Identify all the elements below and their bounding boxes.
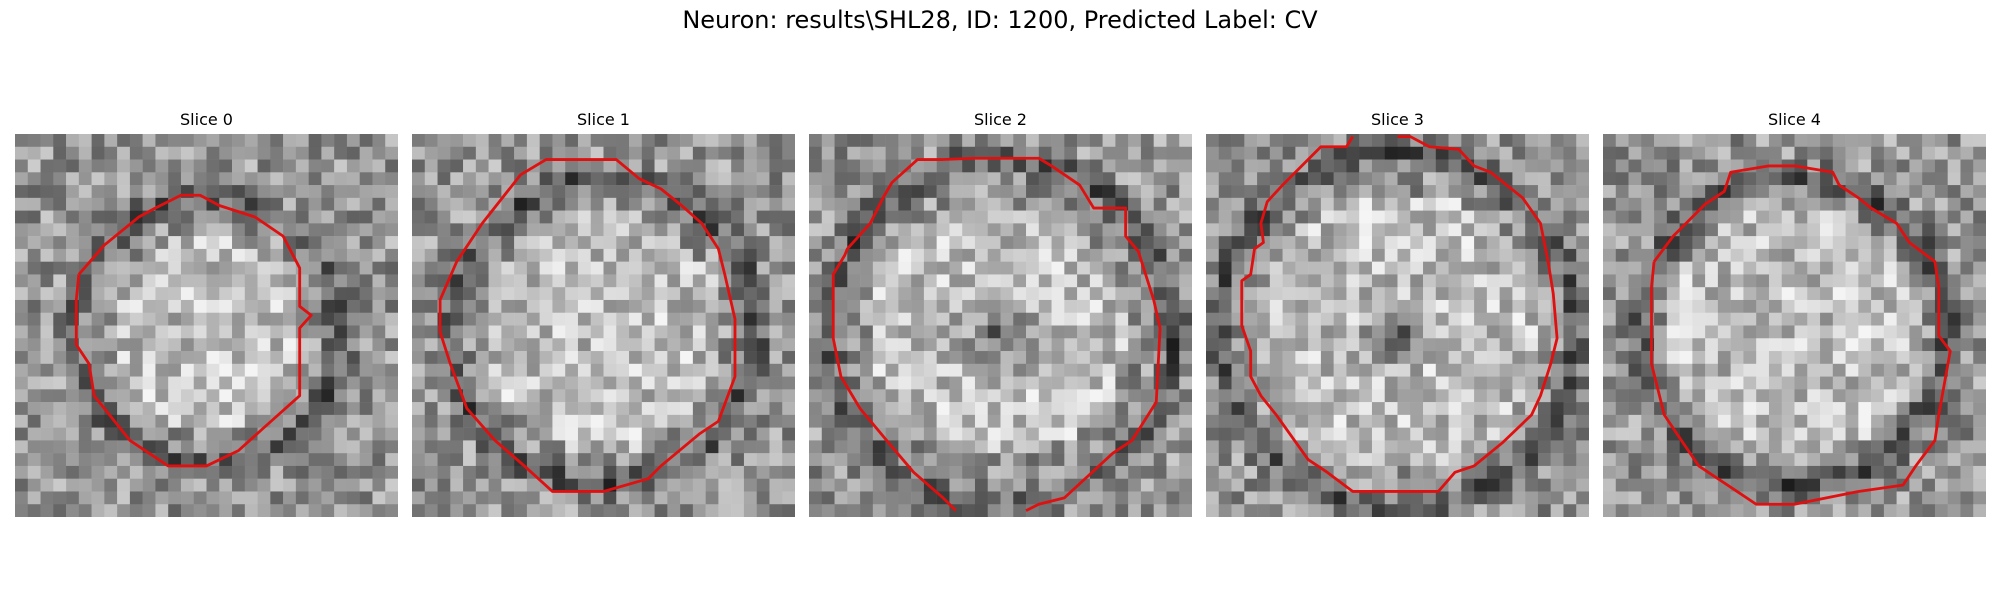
slice-title: Slice 4 (1768, 110, 1821, 129)
slice-title: Slice 3 (1371, 110, 1424, 129)
slice-panel-1: Slice 1 (412, 108, 795, 517)
slice-panel-3: Slice 3 (1206, 108, 1589, 517)
slice-title: Slice 0 (180, 110, 233, 129)
slice-title: Slice 2 (974, 110, 1027, 129)
slice-panel-4: Slice 4 (1603, 108, 1986, 517)
slice-title: Slice 1 (577, 110, 630, 129)
slice-image (1603, 134, 1986, 517)
slice-image (809, 134, 1192, 517)
slice-image (1206, 134, 1589, 517)
slice-panel-2: Slice 2 (809, 108, 1192, 517)
slice-image (15, 134, 398, 517)
slice-image (412, 134, 795, 517)
slice-panel-0: Slice 0 (15, 108, 398, 517)
figure-title: Neuron: results\SHL28, ID: 1200, Predict… (682, 6, 1318, 34)
